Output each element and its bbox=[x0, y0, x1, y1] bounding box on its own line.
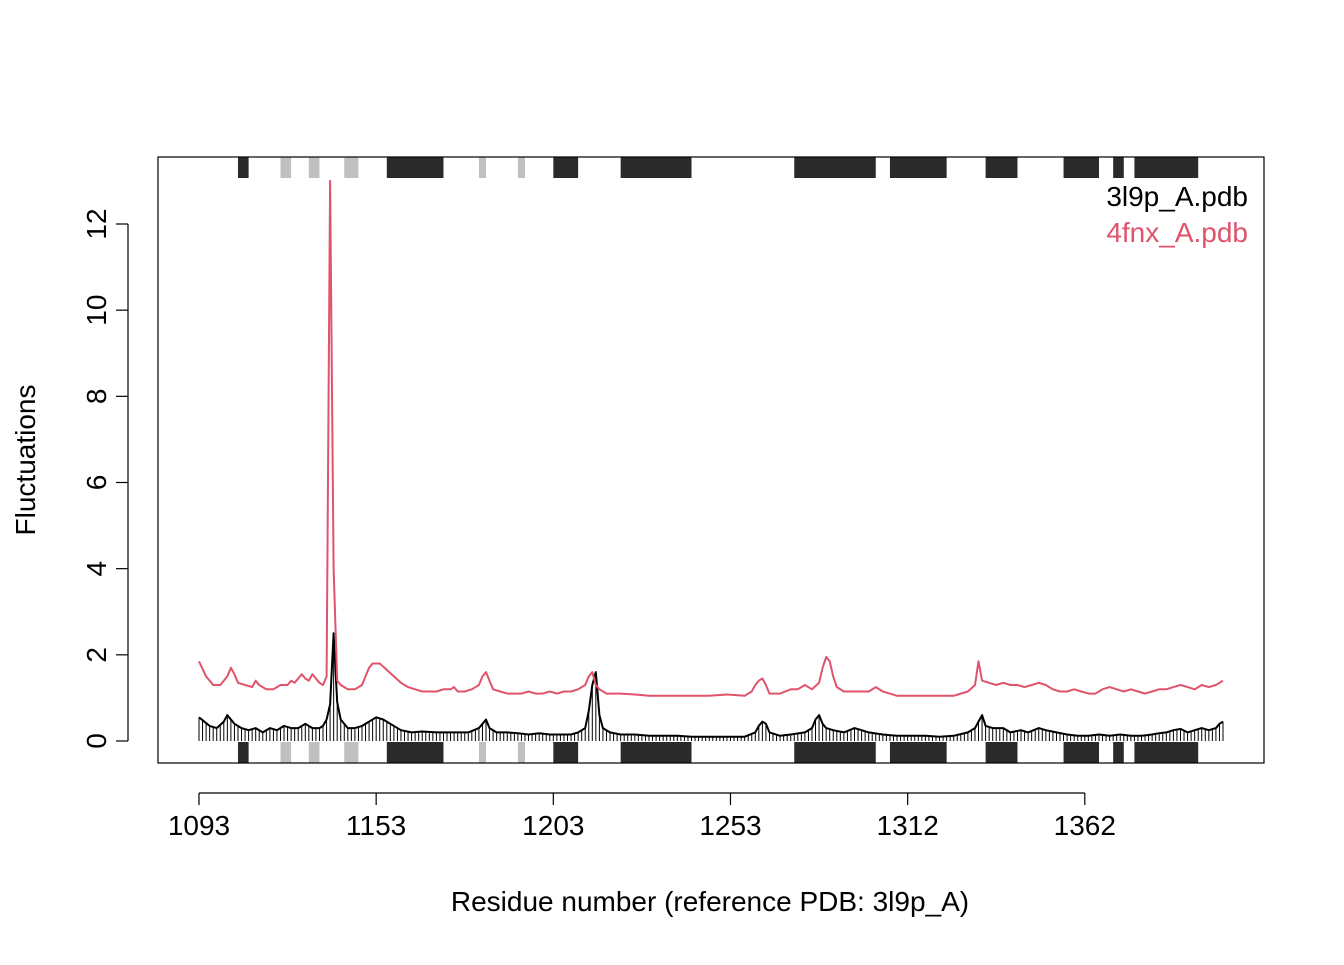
sse-bottom-helix-4 bbox=[386, 742, 444, 763]
y-tick-label: 0 bbox=[81, 733, 112, 749]
sse-top-helix-9 bbox=[794, 157, 876, 178]
sse-top-helix-11 bbox=[985, 157, 1018, 178]
sse-top-helix-12 bbox=[1063, 157, 1099, 178]
drop-lines bbox=[198, 633, 1224, 741]
sse-bottom-helix-0 bbox=[237, 742, 249, 763]
x-tick-label: 1153 bbox=[346, 810, 406, 841]
sse-bottom-helix-9 bbox=[794, 742, 876, 763]
y-axis: 0 2 4 6 8 10 12 bbox=[81, 208, 129, 749]
sse-bottom-strand-3 bbox=[344, 742, 359, 763]
x-tick-label: 1362 bbox=[1054, 810, 1116, 841]
sse-bottom-helix-14 bbox=[1134, 742, 1199, 763]
sse-bottom-helix-10 bbox=[889, 742, 947, 763]
sse-top-strand-3 bbox=[344, 157, 359, 178]
sse-bottom-strand-5 bbox=[478, 742, 487, 763]
x-tick-label: 1312 bbox=[877, 810, 939, 841]
sse-top-helix-8 bbox=[620, 157, 692, 178]
y-axis-label: Fluctuations bbox=[10, 385, 41, 536]
sse-top-helix-13 bbox=[1113, 157, 1124, 178]
sse-top-helix-0 bbox=[237, 157, 249, 178]
sse-top-helix-10 bbox=[889, 157, 947, 178]
sse-top-helix-14 bbox=[1134, 157, 1199, 178]
legend-entry-2: 4fnx_A.pdb bbox=[1106, 217, 1248, 248]
sse-top-strand-2 bbox=[308, 157, 320, 178]
x-tick-label: 1093 bbox=[168, 810, 230, 841]
y-tick-label: 12 bbox=[81, 208, 112, 239]
x-tick-label: 1253 bbox=[699, 810, 761, 841]
y-tick-label: 2 bbox=[81, 647, 112, 663]
sse-bottom-helix-12 bbox=[1063, 742, 1099, 763]
sse-bottom-helix-13 bbox=[1113, 742, 1124, 763]
plot-frame bbox=[157, 156, 1265, 764]
sse-bottom-strand-1 bbox=[280, 742, 292, 763]
sse-top-strand-1 bbox=[280, 157, 292, 178]
legend: 3l9p_A.pdb 4fnx_A.pdb bbox=[1106, 181, 1248, 248]
x-axis-label: Residue number (reference PDB: 3l9p_A) bbox=[451, 886, 969, 917]
series-layer bbox=[198, 179, 1224, 738]
secondary-structure-top bbox=[237, 157, 1199, 178]
sse-bottom-helix-8 bbox=[620, 742, 692, 763]
sse-top-strand-5 bbox=[478, 157, 487, 178]
sse-bottom-helix-11 bbox=[985, 742, 1018, 763]
sse-bottom-strand-2 bbox=[308, 742, 320, 763]
sse-bottom-helix-7 bbox=[553, 742, 579, 763]
legend-entry-1: 3l9p_A.pdb bbox=[1106, 181, 1248, 212]
x-axis: 1093 1153 1203 1253 1312 1362 bbox=[168, 792, 1116, 841]
y-tick-label: 10 bbox=[81, 295, 112, 326]
secondary-structure-bottom bbox=[237, 742, 1199, 763]
series-line-1 bbox=[198, 632, 1224, 738]
sse-top-strand-6 bbox=[517, 157, 525, 178]
sse-top-helix-4 bbox=[386, 157, 444, 178]
sse-bottom-strand-6 bbox=[517, 742, 525, 763]
x-tick-label: 1203 bbox=[522, 810, 584, 841]
y-tick-label: 8 bbox=[81, 389, 112, 405]
y-tick-label: 4 bbox=[81, 561, 112, 577]
y-tick-label: 6 bbox=[81, 475, 112, 491]
series-line-2 bbox=[198, 179, 1224, 697]
sse-top-helix-7 bbox=[553, 157, 579, 178]
